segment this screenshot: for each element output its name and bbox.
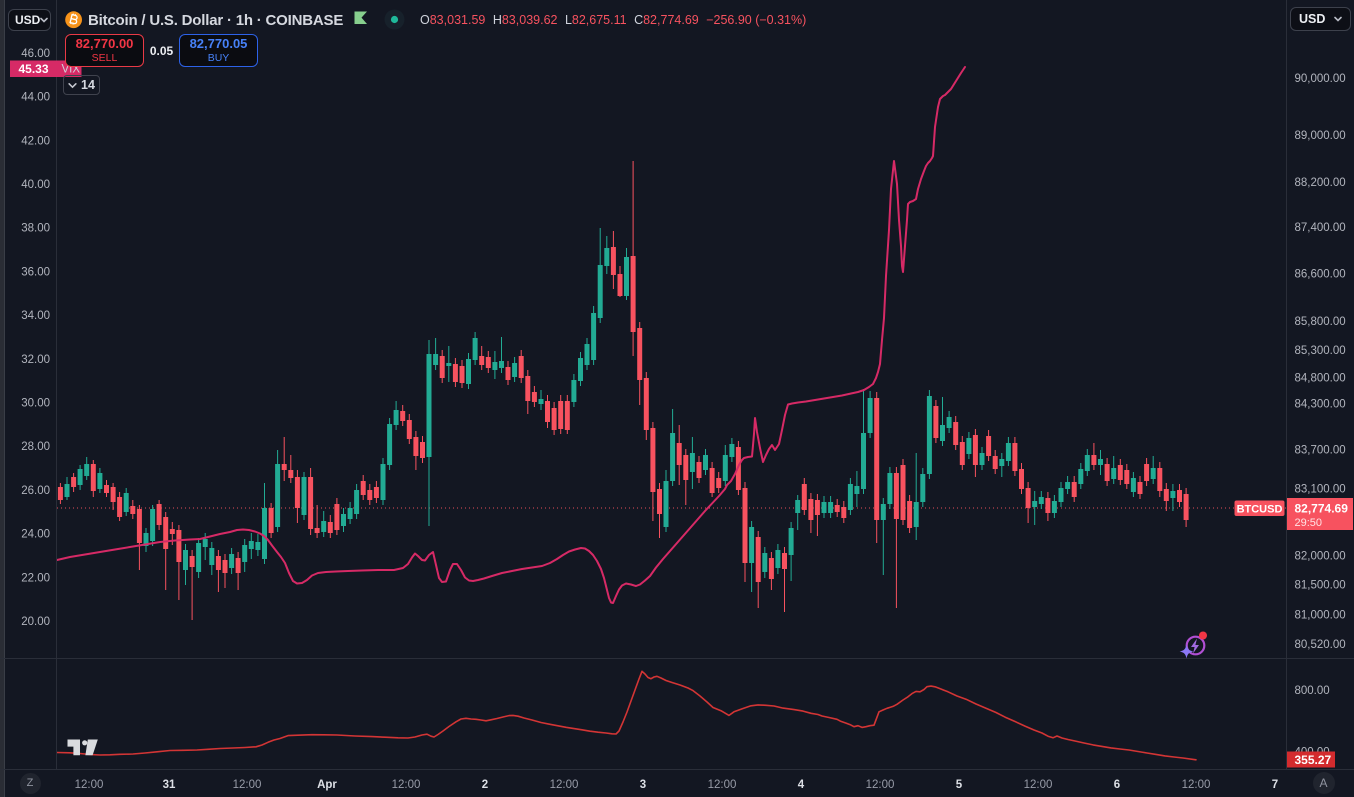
svg-text:31: 31	[163, 779, 176, 791]
svg-text:2: 2	[482, 779, 488, 791]
svg-text:24.00: 24.00	[21, 529, 50, 541]
svg-text:38.00: 38.00	[21, 223, 50, 235]
svg-text:87,400.00: 87,400.00	[1295, 222, 1346, 234]
svg-text:82,774.69: 82,774.69	[1295, 502, 1349, 516]
svg-text:12:00: 12:00	[550, 779, 579, 791]
svg-text:36.00: 36.00	[21, 266, 50, 278]
svg-text:85,800.00: 85,800.00	[1295, 316, 1346, 328]
svg-text:32.00: 32.00	[21, 354, 50, 366]
svg-text:6: 6	[1114, 779, 1120, 791]
svg-text:3: 3	[640, 779, 646, 791]
svg-text:46.00: 46.00	[21, 48, 50, 60]
svg-text:BTCUSD: BTCUSD	[1237, 504, 1283, 516]
svg-text:30.00: 30.00	[21, 398, 50, 410]
svg-text:34.00: 34.00	[21, 310, 50, 322]
svg-text:89,000.00: 89,000.00	[1295, 130, 1346, 142]
svg-text:4: 4	[798, 779, 805, 791]
svg-text:7: 7	[1272, 779, 1278, 791]
svg-text:12:00: 12:00	[866, 779, 895, 791]
svg-text:86,600.00: 86,600.00	[1295, 269, 1346, 281]
svg-text:83,700.00: 83,700.00	[1295, 445, 1346, 457]
svg-text:28.00: 28.00	[21, 441, 50, 453]
svg-text:81,000.00: 81,000.00	[1295, 610, 1346, 622]
svg-text:45.33: 45.33	[18, 62, 48, 76]
svg-text:22.00: 22.00	[21, 572, 50, 584]
svg-text:Apr: Apr	[317, 779, 337, 791]
svg-text:355.27: 355.27	[1295, 753, 1332, 767]
svg-text:84,300.00: 84,300.00	[1295, 399, 1346, 411]
svg-text:81,500.00: 81,500.00	[1295, 580, 1346, 592]
svg-text:5: 5	[956, 779, 963, 791]
svg-text:12:00: 12:00	[233, 779, 262, 791]
svg-text:85,300.00: 85,300.00	[1295, 345, 1346, 357]
svg-text:12:00: 12:00	[1182, 779, 1211, 791]
svg-text:90,000.00: 90,000.00	[1295, 73, 1346, 85]
svg-text:12:00: 12:00	[392, 779, 421, 791]
svg-text:29:50: 29:50	[1295, 517, 1323, 529]
svg-text:84,800.00: 84,800.00	[1295, 373, 1346, 385]
svg-text:800.00: 800.00	[1295, 685, 1330, 697]
svg-text:44.00: 44.00	[21, 92, 50, 104]
svg-text:26.00: 26.00	[21, 485, 50, 497]
svg-text:20.00: 20.00	[21, 616, 50, 628]
svg-text:80,520.00: 80,520.00	[1295, 639, 1346, 651]
svg-text:12:00: 12:00	[1024, 779, 1053, 791]
svg-text:88,200.00: 88,200.00	[1295, 177, 1346, 189]
svg-text:42.00: 42.00	[21, 135, 50, 147]
svg-text:83,100.00: 83,100.00	[1295, 484, 1346, 496]
svg-text:82,000.00: 82,000.00	[1295, 551, 1346, 563]
svg-text:40.00: 40.00	[21, 179, 50, 191]
svg-text:12:00: 12:00	[708, 779, 737, 791]
svg-text:12:00: 12:00	[75, 779, 104, 791]
